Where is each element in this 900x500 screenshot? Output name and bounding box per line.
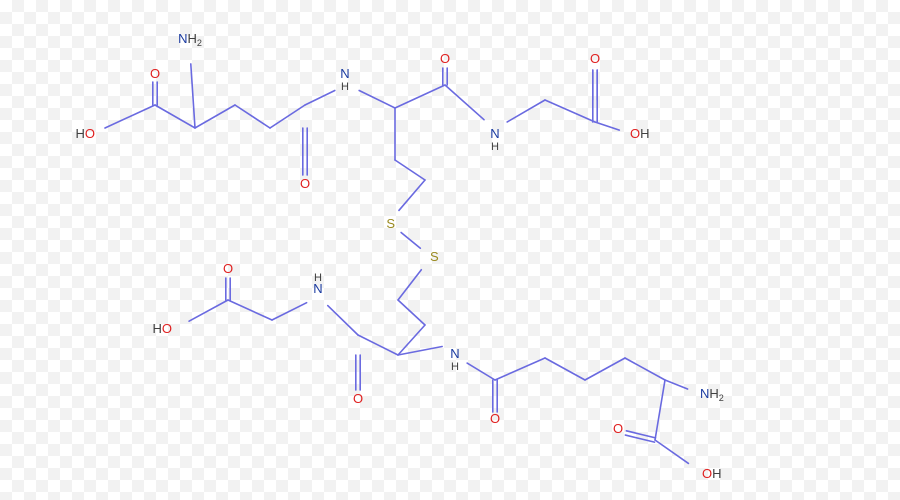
atom-label-S2: S <box>430 249 439 264</box>
bond <box>401 233 420 249</box>
bond <box>270 105 305 128</box>
atom-label-O10: O <box>490 411 500 426</box>
bond <box>625 358 665 380</box>
bond <box>358 335 398 355</box>
bond <box>305 90 335 105</box>
bond <box>467 363 495 380</box>
atom-label-O11: O <box>613 421 623 436</box>
bond <box>395 85 445 108</box>
bond <box>585 358 625 380</box>
atom-label-N1: NH2 <box>178 31 202 48</box>
atom-label-N2-H: H <box>341 81 349 93</box>
bond <box>395 160 425 180</box>
bond <box>507 100 545 122</box>
bond <box>272 303 307 320</box>
atom-label-O5: O <box>590 51 600 66</box>
bond <box>655 440 688 463</box>
bond <box>398 270 421 300</box>
bond <box>228 300 272 320</box>
atom-label-N6: NH2 <box>700 386 724 403</box>
atom-label-N3: N <box>490 126 499 141</box>
bond <box>495 358 545 380</box>
bonds-layer <box>105 64 688 463</box>
bond <box>399 180 425 210</box>
atom-label-N4-H: H <box>314 272 322 284</box>
atom-label-O12: OH <box>702 466 722 481</box>
atom-label-N5-H: H <box>451 361 459 373</box>
atom-label-N5: N <box>450 346 459 361</box>
bond <box>155 105 195 128</box>
atom-label-O3: O <box>300 176 310 191</box>
atom-label-N2: N <box>340 66 349 81</box>
atom-label-O2: O <box>150 66 160 81</box>
atom-label-O8: O <box>223 261 233 276</box>
bond <box>665 380 688 389</box>
bond <box>189 300 228 321</box>
bond <box>545 358 585 380</box>
chemical-structure-svg: HOONH2ONHONHOOHSSHOONHONHONH2OOH <box>0 0 900 500</box>
bond <box>655 380 665 440</box>
atom-label-S1: S <box>386 216 395 231</box>
atom-label-O6: OH <box>630 126 650 141</box>
bond <box>105 105 155 128</box>
bond <box>359 91 395 108</box>
bond <box>595 122 619 130</box>
bond <box>328 306 358 335</box>
atom-label-O4: O <box>440 51 450 66</box>
atom-label-N3-H: H <box>491 141 499 153</box>
atom-label-O7: HO <box>152 321 172 336</box>
atom-label-O9: O <box>353 391 363 406</box>
bond <box>445 85 484 120</box>
bond <box>195 105 235 128</box>
bond <box>398 300 425 325</box>
bond <box>235 105 270 128</box>
atom-label-O1: HO <box>75 126 95 141</box>
bond <box>191 64 195 128</box>
bond <box>545 100 595 122</box>
atoms-layer: HOONH2ONHONHOOHSSHOONHONHONH2OOH <box>75 31 723 481</box>
